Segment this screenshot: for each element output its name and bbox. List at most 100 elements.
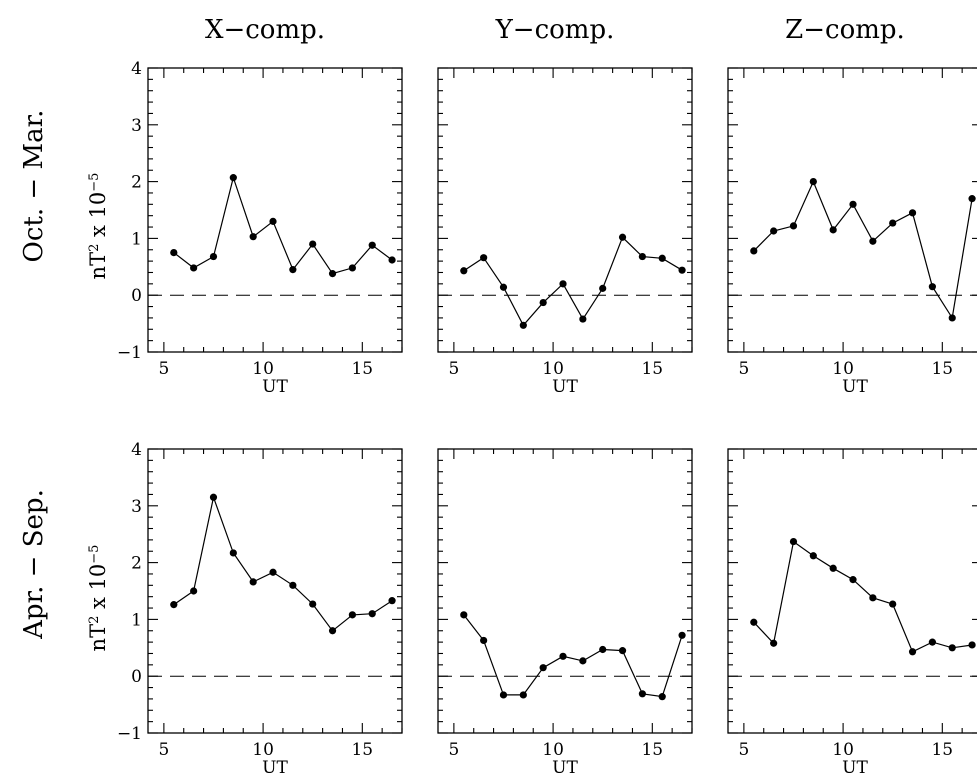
plot-frame xyxy=(437,67,693,353)
panel-apr-sep-y: 5 10 15 UT xyxy=(437,448,693,778)
data-point xyxy=(539,298,547,307)
y-tick-label: 4 xyxy=(131,440,142,460)
y-tick-label: −1 xyxy=(117,343,142,363)
y-axis-label-top: nT2 x 10−5 xyxy=(86,173,110,280)
y-tick-label: 2 xyxy=(131,173,142,193)
data-point xyxy=(579,315,587,323)
x-tick-label: 5 xyxy=(158,359,169,379)
data-point xyxy=(770,227,778,235)
x-tick-label: 15 xyxy=(351,740,373,760)
y-axis-label-bottom: nT2 x 10−5 xyxy=(86,545,110,652)
y-tick-label: 1 xyxy=(131,610,142,630)
data-point xyxy=(869,594,877,602)
series-line xyxy=(173,175,393,275)
data-point xyxy=(638,252,646,261)
data-point xyxy=(499,691,508,699)
data-point xyxy=(889,600,897,608)
x-tick-label: 5 xyxy=(158,740,169,760)
series-line xyxy=(463,614,683,698)
data-point xyxy=(480,254,488,262)
x-axis-label: UT xyxy=(552,758,578,778)
y-tick-label: 2 xyxy=(131,554,142,574)
data-point xyxy=(889,219,897,227)
data-point xyxy=(559,652,567,660)
y-tick-label: 3 xyxy=(131,116,142,136)
x-tick-label: 15 xyxy=(641,740,663,760)
x-tick-label: 10 xyxy=(542,359,564,379)
data-point xyxy=(908,648,917,656)
x-tick-label: 5 xyxy=(448,359,459,379)
data-point xyxy=(348,611,356,619)
x-tick-label: 15 xyxy=(931,740,953,760)
data-point xyxy=(269,568,277,576)
x-tick-label: 10 xyxy=(832,359,854,379)
series-line xyxy=(753,540,973,653)
data-point xyxy=(328,270,337,278)
x-axis-label: UT xyxy=(262,758,288,778)
data-point xyxy=(328,627,337,635)
series-line xyxy=(753,180,973,320)
plot-frame xyxy=(147,448,403,734)
data-point xyxy=(190,264,198,272)
data-point xyxy=(750,618,758,626)
data-point xyxy=(618,233,627,241)
data-point xyxy=(948,644,956,652)
data-point xyxy=(249,233,257,241)
data-point xyxy=(789,537,798,546)
data-point xyxy=(170,601,178,609)
data-point xyxy=(789,222,798,230)
data-point xyxy=(229,549,237,557)
data-point xyxy=(678,631,686,639)
plot-frame xyxy=(727,448,977,734)
data-point xyxy=(539,664,547,672)
data-point xyxy=(209,493,218,501)
data-point xyxy=(170,249,178,257)
data-point xyxy=(499,283,508,291)
data-point xyxy=(908,209,917,217)
data-point xyxy=(968,195,976,203)
data-point xyxy=(618,647,627,655)
x-axis-label: UT xyxy=(262,377,288,397)
panels: 5 10 15 −1 0 1 2 3 4 UT 5 10 15 UT 5 10 15 UT 5 10 15 −1 0 1 2 3 4… xyxy=(117,59,977,778)
data-point xyxy=(849,576,857,584)
series-line xyxy=(463,236,683,327)
data-point xyxy=(599,645,607,654)
data-point xyxy=(869,237,877,245)
data-point xyxy=(249,578,257,586)
data-point xyxy=(829,564,837,572)
data-point xyxy=(928,283,936,291)
data-point xyxy=(368,610,376,618)
data-point xyxy=(309,240,317,248)
data-point xyxy=(460,611,468,619)
data-point xyxy=(480,636,488,645)
x-tick-label: 10 xyxy=(252,359,274,379)
y-tick-label: −1 xyxy=(117,724,142,744)
data-point xyxy=(519,321,527,329)
x-tick-label: 15 xyxy=(351,359,373,379)
data-point xyxy=(388,256,396,264)
column-title-x: X−comp. xyxy=(205,15,325,45)
panel-oct-mar-y: 5 10 15 UT xyxy=(437,67,693,397)
x-axis-label: UT xyxy=(552,377,578,397)
x-tick-label: 10 xyxy=(252,740,274,760)
x-axis-label: UT xyxy=(842,377,868,397)
data-point xyxy=(579,657,587,665)
data-point xyxy=(368,241,376,249)
plot-frame xyxy=(727,67,977,353)
data-point xyxy=(829,226,837,234)
plot-frame xyxy=(437,448,693,734)
data-point xyxy=(770,639,778,647)
x-tick-label: 10 xyxy=(832,740,854,760)
y-tick-label: 4 xyxy=(131,59,142,79)
data-point xyxy=(599,284,607,292)
x-tick-label: 10 xyxy=(542,740,564,760)
data-point xyxy=(559,280,567,288)
x-tick-label: 5 xyxy=(448,740,459,760)
data-point xyxy=(519,691,527,699)
data-point xyxy=(658,693,666,701)
plot-frame xyxy=(147,67,403,353)
panel-oct-mar-z: 5 10 15 UT xyxy=(727,67,977,397)
x-tick-label: 15 xyxy=(931,359,953,379)
data-point xyxy=(849,200,857,208)
data-point xyxy=(928,638,936,646)
